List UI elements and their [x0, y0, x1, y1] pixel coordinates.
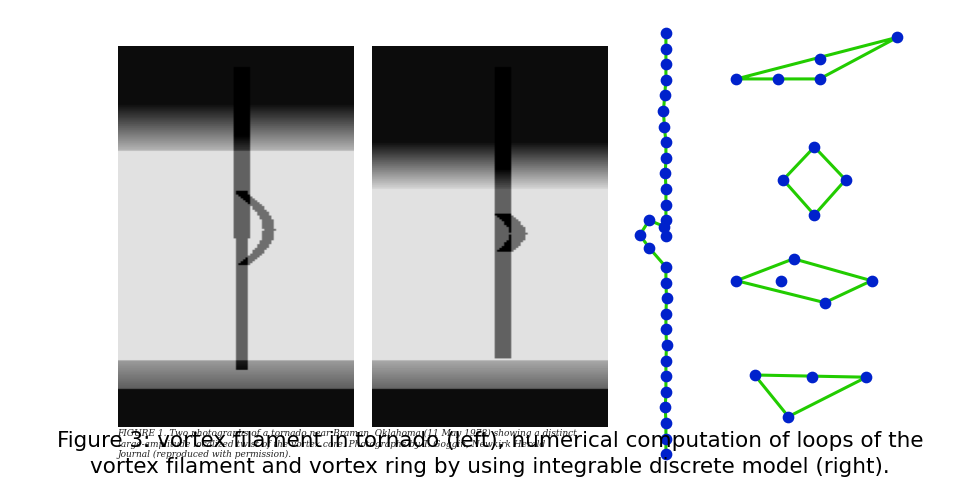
Point [659, 295, 674, 302]
Point [729, 277, 745, 284]
Text: FIGURE 1. Two photographs of a tornado near Braman, Oklahoma (11 May 1978) showi: FIGURE 1. Two photographs of a tornado n… [118, 429, 577, 459]
Text: Figure 3: vortex filament in tornado (left), numerical computation of loops of t: Figure 3: vortex filament in tornado (le… [57, 431, 923, 451]
Point [804, 374, 819, 381]
Point [659, 185, 674, 193]
Point [658, 170, 673, 177]
Point [657, 123, 672, 131]
Point [863, 277, 879, 284]
Point [729, 75, 745, 83]
Point [659, 310, 674, 318]
Point [632, 231, 648, 239]
Point [659, 450, 674, 458]
Point [659, 279, 674, 286]
Point [641, 244, 657, 252]
Point [780, 413, 796, 420]
Point [641, 216, 657, 224]
Point [659, 45, 674, 53]
Point [659, 435, 674, 442]
Point [659, 326, 674, 334]
Point [786, 255, 802, 263]
Point [659, 388, 674, 396]
Point [659, 60, 674, 68]
Point [817, 299, 833, 307]
Point [811, 55, 827, 63]
Point [658, 403, 673, 411]
Point [807, 211, 822, 219]
Point [659, 373, 674, 380]
Point [773, 277, 789, 284]
Point [858, 374, 874, 381]
Point [890, 33, 906, 41]
Point [659, 29, 674, 37]
Point [659, 216, 674, 224]
Point [657, 92, 672, 99]
Point [659, 263, 674, 271]
Point [659, 154, 674, 161]
Point [838, 176, 854, 184]
Point [659, 419, 674, 427]
Point [770, 75, 786, 83]
Text: vortex filament and vortex ring by using integrable discrete model (right).: vortex filament and vortex ring by using… [90, 457, 890, 477]
Point [659, 232, 674, 240]
Point [659, 341, 674, 349]
Point [747, 371, 762, 379]
Point [807, 143, 822, 151]
Point [811, 75, 827, 83]
Point [775, 176, 791, 184]
Point [657, 223, 672, 230]
Point [659, 357, 674, 364]
Point [656, 107, 671, 115]
Point [659, 138, 674, 146]
Point [659, 201, 674, 209]
Point [659, 76, 674, 84]
